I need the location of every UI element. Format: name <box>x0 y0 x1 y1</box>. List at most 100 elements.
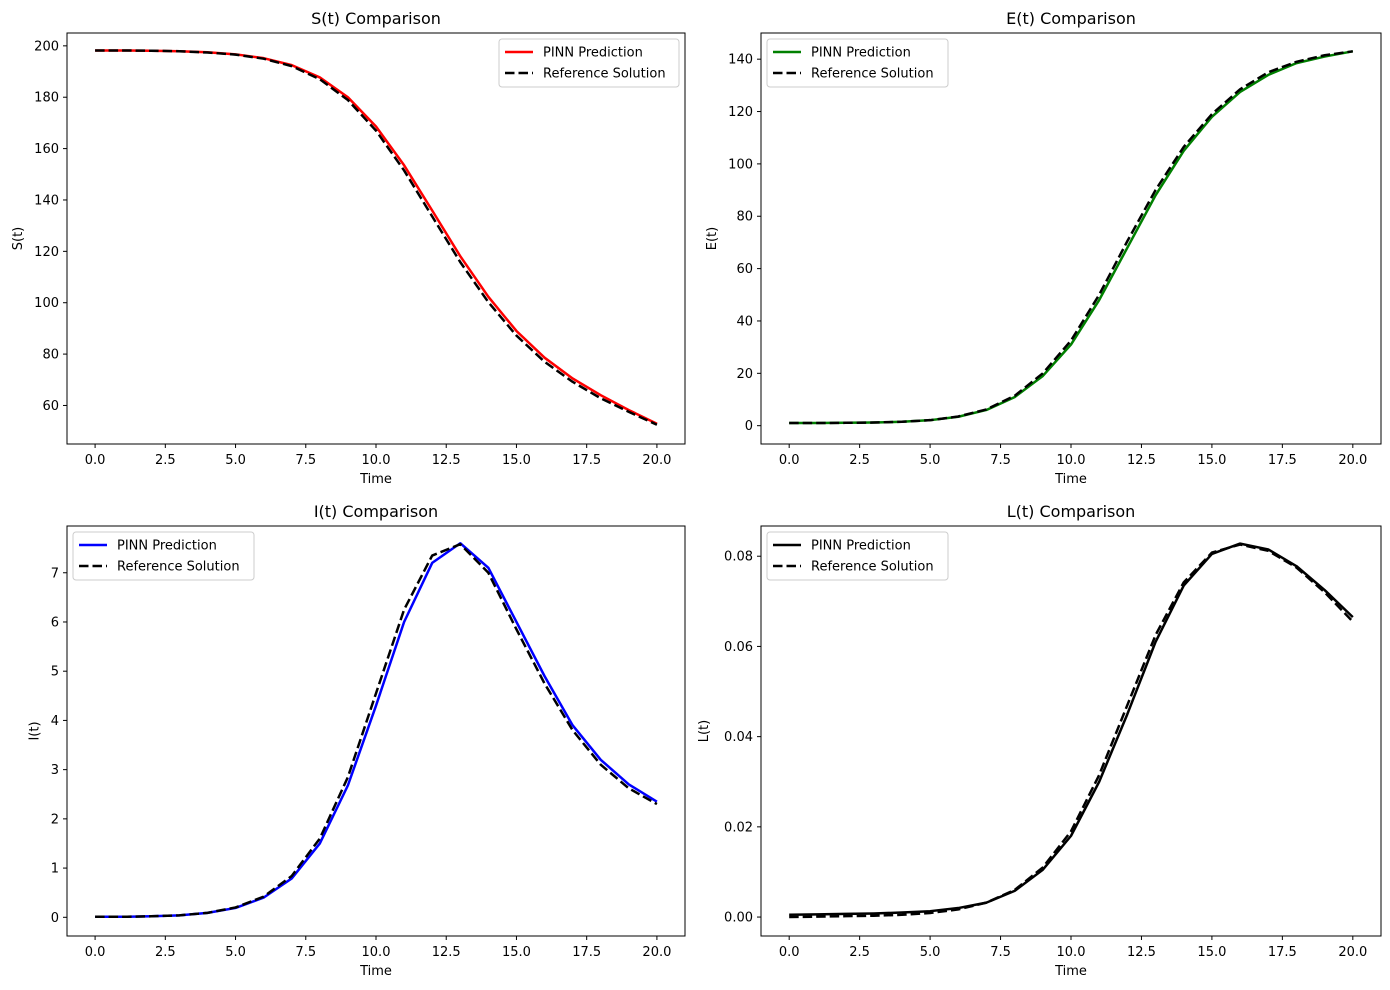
axes-frame <box>760 32 1382 445</box>
x-tick-label: 12.5 <box>432 945 461 960</box>
x-tick-label: 7.5 <box>295 453 316 468</box>
x-tick-label: 2.5 <box>849 453 870 468</box>
legend-box <box>498 38 680 88</box>
x-tick-label: 17.5 <box>1268 945 1297 960</box>
y-tick-label: 3 <box>51 763 59 778</box>
subplot-3: I(t) Comparison 0.0 2.5 5.0 7.5 10.0 12.5 15.0 1… <box>28 502 686 979</box>
y-tick-label: 40 <box>736 314 753 329</box>
y-tick-label: 2 <box>51 812 59 827</box>
y-tick-label: 7 <box>51 566 59 581</box>
prediction-line <box>95 49 658 425</box>
legend-label: Reference Solution <box>543 67 666 82</box>
y-tick-label: 0 <box>51 911 59 926</box>
x-tick-label: 12.5 <box>432 453 461 468</box>
x-tick-label: 15.0 <box>502 945 531 960</box>
x-tick-label: 5.0 <box>225 945 246 960</box>
legend-label: PINN Prediction <box>117 539 217 554</box>
y-tick-label: 6 <box>51 615 59 630</box>
legend: PINN Prediction Reference Solution <box>72 531 255 581</box>
chart-title: L(t) Comparison <box>1007 502 1136 521</box>
reference-line <box>95 542 658 919</box>
x-tick-label: 15.0 <box>1197 945 1226 960</box>
y-tick-label: 200 <box>34 39 59 54</box>
y-axis-label: I(t) <box>28 721 43 740</box>
reference-line <box>789 50 1353 425</box>
y-tick-label: 60 <box>42 399 59 414</box>
y-axis-label: L(t) <box>697 720 712 742</box>
legend-label: PINN Prediction <box>811 539 911 554</box>
legend-box <box>766 531 949 581</box>
x-tick-label: 5.0 <box>920 945 941 960</box>
x-tick-label: 7.5 <box>990 453 1011 468</box>
y-tick-label: 5 <box>51 665 59 680</box>
x-tick-label: 2.5 <box>849 945 870 960</box>
x-axis-label: Time <box>359 472 392 487</box>
x-axis-label: Time <box>359 964 392 979</box>
x-tick-label: 17.5 <box>572 945 601 960</box>
y-tick-label: 160 <box>34 142 59 157</box>
y-tick-label: 100 <box>728 157 753 172</box>
x-tick-label: 20.0 <box>1338 945 1367 960</box>
subplot-2: E(t) Comparison 0.0 2.5 5.0 7.5 10.0 12.5 15.0 1… <box>705 9 1382 487</box>
legend-label: PINN Prediction <box>543 46 643 61</box>
prediction-line <box>789 50 1354 425</box>
x-tick-label: 20.0 <box>642 945 671 960</box>
x-tick-label: 2.5 <box>155 945 176 960</box>
legend-label: PINN Prediction <box>811 46 911 61</box>
x-tick-label: 0.0 <box>779 453 800 468</box>
y-tick-label: 140 <box>728 53 753 68</box>
y-tick-label: 0 <box>745 419 753 434</box>
y-tick-label: 120 <box>34 245 59 260</box>
y-tick-label: 4 <box>51 714 59 729</box>
x-tick-label: 10.0 <box>362 453 391 468</box>
y-tick-label: 0.06 <box>724 640 753 655</box>
x-tick-label: 20.0 <box>642 453 671 468</box>
prediction-line <box>95 541 658 919</box>
x-tick-label: 2.5 <box>155 453 176 468</box>
x-tick-label: 5.0 <box>225 453 246 468</box>
x-tick-label: 17.5 <box>572 453 601 468</box>
x-tick-label: 12.5 <box>1127 945 1156 960</box>
y-axis-label: S(t) <box>11 227 26 251</box>
x-tick-label: 10.0 <box>1057 453 1086 468</box>
axes-frame <box>66 525 686 937</box>
subplot-1: S(t) Comparison 0.0 2.5 5.0 7.5 10.0 12.5 15.0 1… <box>11 9 686 487</box>
x-tick-label: 12.5 <box>1127 453 1156 468</box>
legend-label: Reference Solution <box>811 560 934 575</box>
chart-title: E(t) Comparison <box>1006 9 1136 28</box>
y-tick-label: 180 <box>34 91 59 106</box>
axes-frame <box>760 525 1382 937</box>
x-tick-label: 0.0 <box>85 453 106 468</box>
y-tick-label: 60 <box>736 262 753 277</box>
legend-box <box>72 531 255 581</box>
legend-label: Reference Solution <box>117 560 240 575</box>
y-tick-label: 0.00 <box>724 911 753 926</box>
y-tick-label: 0.04 <box>724 730 753 745</box>
y-axis-label: E(t) <box>705 227 720 250</box>
y-tick-label: 20 <box>736 367 753 382</box>
x-tick-label: 0.0 <box>779 945 800 960</box>
reference-line <box>789 543 1354 919</box>
legend: PINN Prediction Reference Solution <box>766 531 949 581</box>
x-axis-label: Time <box>1054 472 1087 487</box>
y-tick-label: 0.02 <box>724 820 753 835</box>
y-tick-label: 1 <box>51 862 59 877</box>
x-tick-label: 7.5 <box>295 945 316 960</box>
y-tick-label: 140 <box>34 193 59 208</box>
y-tick-label: 80 <box>736 210 753 225</box>
y-tick-label: 80 <box>42 348 59 363</box>
y-tick-label: 120 <box>728 105 753 120</box>
x-tick-label: 7.5 <box>990 945 1011 960</box>
reference-line <box>95 49 658 426</box>
x-tick-label: 15.0 <box>1197 453 1226 468</box>
legend-label: Reference Solution <box>811 67 934 82</box>
legend: PINN Prediction Reference Solution <box>498 38 680 88</box>
axes-frame <box>66 32 686 445</box>
chart-title: I(t) Comparison <box>314 502 438 521</box>
prediction-line <box>789 542 1354 917</box>
x-tick-label: 20.0 <box>1338 453 1367 468</box>
x-tick-label: 10.0 <box>362 945 391 960</box>
legend: PINN Prediction Reference Solution <box>766 38 949 88</box>
x-axis-label: Time <box>1054 964 1087 979</box>
